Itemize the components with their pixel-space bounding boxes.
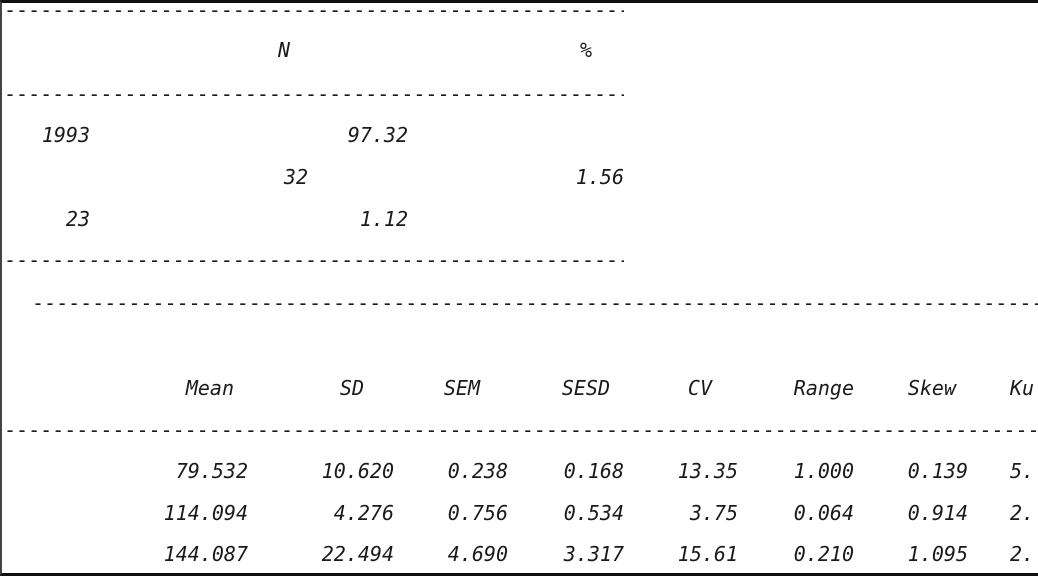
table2-row3-sesd: 3.317 — [563, 542, 624, 566]
table2-row2-range: 0.064 — [793, 501, 854, 525]
table2-row3-ku: 2. — [1010, 542, 1035, 566]
table2-row1-ku: 5. — [1010, 459, 1035, 483]
table2-row2-ku: 2. — [1010, 501, 1035, 525]
table2-row2-sem: 0.756 — [447, 501, 508, 525]
table2-row2-sd: 4.276 — [333, 501, 394, 525]
table2-row3-cv: 15.61 — [677, 542, 738, 566]
table2-rule-mid: ----------------------------------------… — [4, 420, 1038, 440]
table2-row1-range: 1.000 — [793, 459, 854, 483]
table1-rule-bottom: ----------------------------------------… — [4, 250, 624, 270]
table2-row1-mean: 79.532 — [175, 459, 248, 483]
table1-rule-top: ----------------------------------------… — [4, 0, 624, 20]
table1-row2-col2: 1.56 — [575, 165, 624, 189]
table1-rule-mid: ----------------------------------------… — [4, 84, 624, 104]
table2-row1-cv: 13.35 — [677, 459, 738, 483]
table2-header-range: Range — [793, 376, 854, 400]
table2-header-sem: SEM — [443, 376, 480, 400]
table2-header-skew: Skew — [907, 376, 956, 400]
table2-row3-skew: 1.095 — [907, 542, 968, 566]
table2-row2-skew: 0.914 — [907, 501, 968, 525]
table1-header-pct: % — [580, 38, 593, 62]
table2-row2-cv: 3.75 — [689, 501, 738, 525]
table2-header-sesd: SESD — [561, 376, 610, 400]
table2-rule-top: ----------------------------------------… — [32, 293, 1038, 313]
table2-header-ku: Ku — [1010, 376, 1035, 400]
table2-row1-sd: 10.620 — [321, 459, 394, 483]
table2-header-cv: CV — [687, 376, 712, 400]
table1-row2-col1: 32 — [283, 165, 308, 189]
table1-row3-col2: 1.12 — [359, 207, 408, 231]
table2-row3-mean: 144.087 — [163, 542, 248, 566]
table1-row3-col1: 23 — [65, 207, 90, 231]
table1-header-n: N — [278, 38, 291, 62]
table1-row1-col2: 97.32 — [347, 123, 408, 147]
table2-row1-skew: 0.139 — [907, 459, 968, 483]
table2-header-sd: SD — [339, 376, 364, 400]
table2-row3-sd: 22.494 — [321, 542, 394, 566]
table2-row1-sesd: 0.168 — [563, 459, 624, 483]
table2-row2-mean: 114.094 — [163, 501, 248, 525]
table2-row2-sesd: 0.534 — [563, 501, 624, 525]
table2-header-mean: Mean — [185, 376, 234, 400]
table1-row1-col1: 1993 — [41, 123, 90, 147]
table2-row3-range: 0.210 — [793, 542, 854, 566]
table2-row1-sem: 0.238 — [447, 459, 508, 483]
table2-row3-sem: 4.690 — [447, 542, 508, 566]
